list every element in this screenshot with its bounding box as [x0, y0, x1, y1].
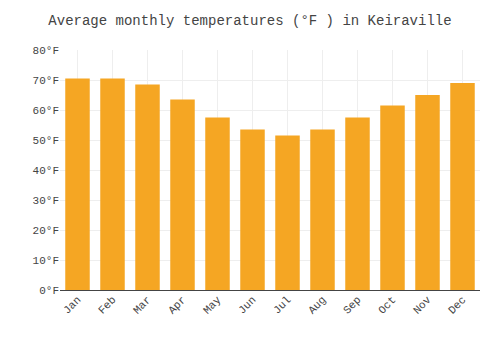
svg-text:May: May	[201, 294, 224, 317]
svg-text:Jul: Jul	[271, 294, 293, 316]
svg-text:Nov: Nov	[411, 294, 434, 317]
svg-text:30°F: 30°F	[33, 195, 59, 207]
svg-text:Mar: Mar	[131, 294, 153, 316]
svg-text:Dec: Dec	[446, 294, 468, 316]
svg-text:80°F: 80°F	[33, 45, 59, 57]
svg-text:Sep: Sep	[341, 294, 363, 316]
svg-text:Jun: Jun	[236, 294, 258, 316]
svg-text:Apr: Apr	[166, 294, 188, 316]
svg-text:Aug: Aug	[306, 294, 328, 316]
svg-text:40°F: 40°F	[33, 165, 59, 177]
svg-text:0°F: 0°F	[39, 285, 59, 297]
svg-text:20°F: 20°F	[33, 225, 59, 237]
svg-text:Jan: Jan	[61, 294, 83, 316]
svg-text:60°F: 60°F	[33, 105, 59, 117]
svg-text:Oct: Oct	[376, 294, 398, 316]
svg-text:Average monthly temperatures (: Average monthly temperatures (°F ) in Ke…	[48, 13, 451, 29]
svg-text:10°F: 10°F	[33, 255, 59, 267]
svg-text:Feb: Feb	[96, 294, 118, 316]
svg-text:70°F: 70°F	[33, 75, 59, 87]
svg-text:50°F: 50°F	[33, 135, 59, 147]
